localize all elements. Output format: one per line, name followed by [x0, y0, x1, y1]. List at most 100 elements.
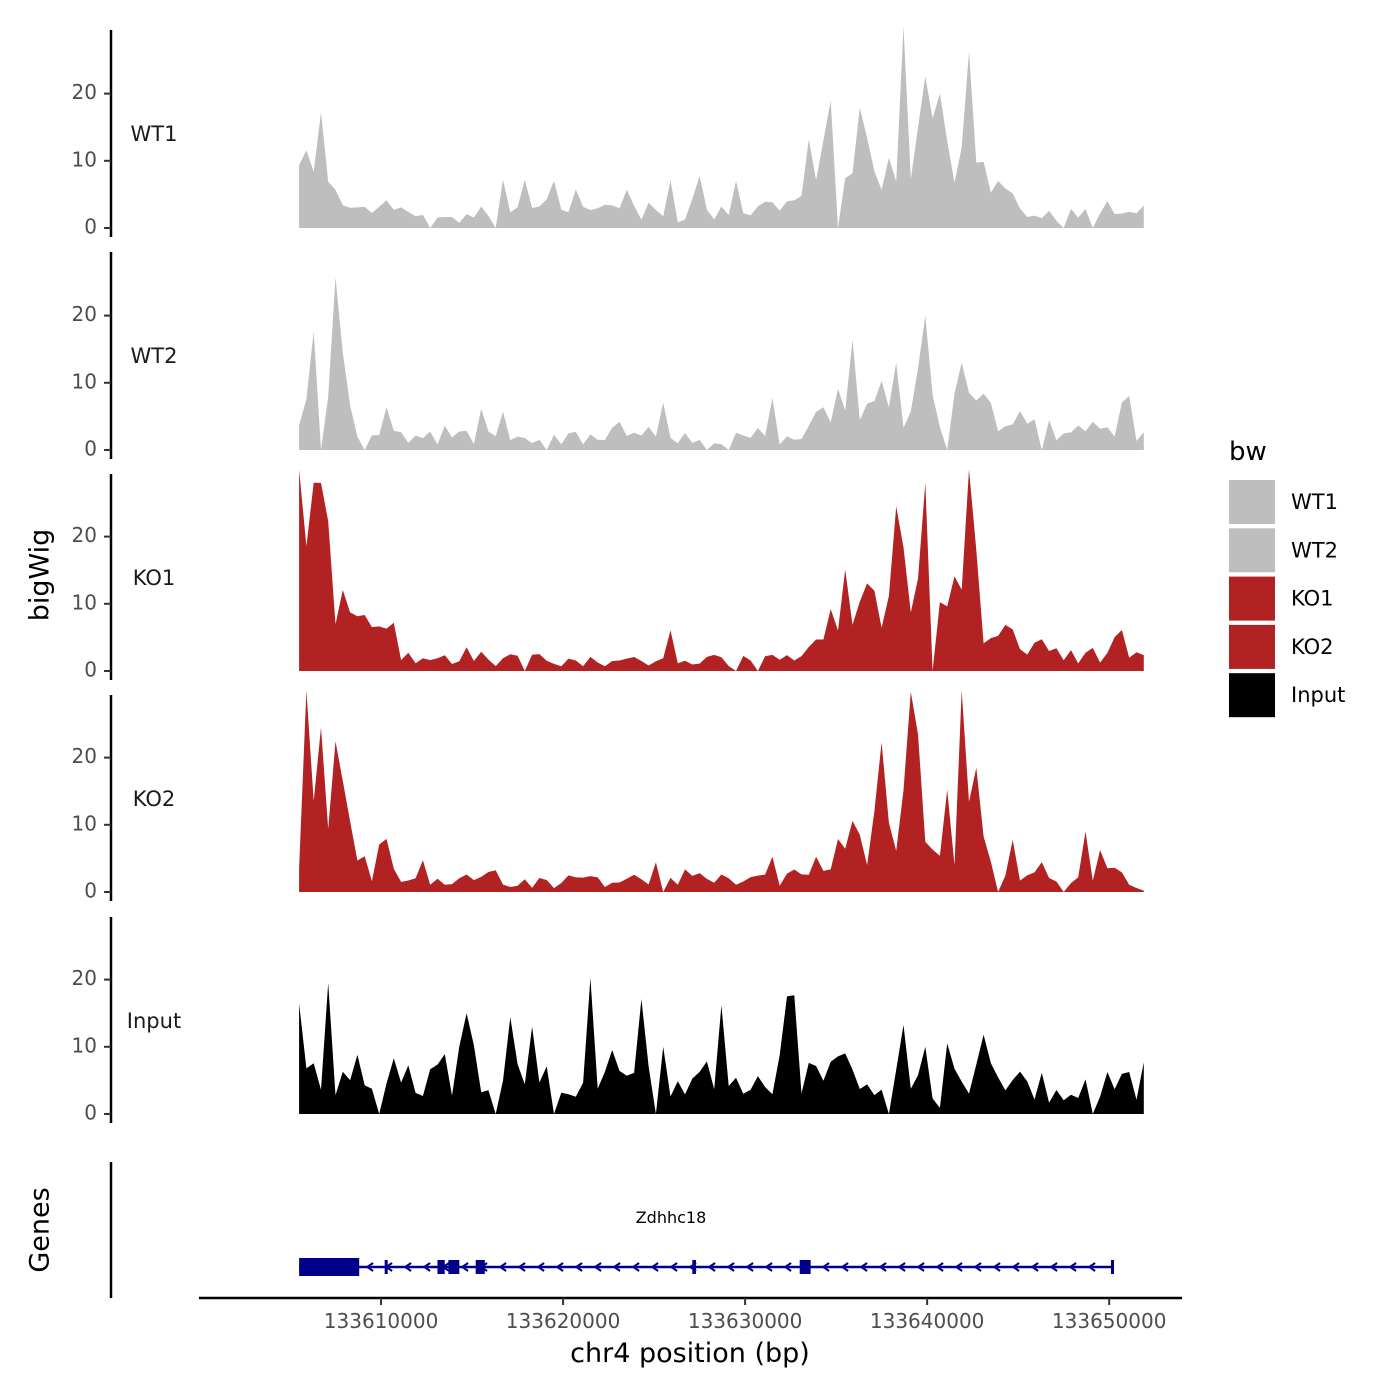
- legend-swatch-wt1: [1229, 480, 1275, 524]
- strand-arrow: [973, 1262, 982, 1272]
- y-tick-label: 20: [72, 966, 97, 990]
- strand-arrow: [821, 1262, 830, 1272]
- y-tick-label: 10: [72, 147, 97, 171]
- legend-swatch-wt2: [1229, 528, 1275, 573]
- y-tick-label: 0: [84, 658, 97, 682]
- x-axis-ticks: 133610000 133620000 133630000 133640000 1336…: [324, 1298, 1167, 1333]
- strand-arrow: [878, 1262, 887, 1272]
- track-wt1: 0 10 20 WT1: [72, 26, 1144, 239]
- y-tick-label: 20: [72, 302, 97, 326]
- track-ko2: 0 10 20 KO2: [72, 690, 1144, 903]
- y-tick-label: 10: [72, 811, 97, 835]
- legend-swatch-ko2: [1229, 624, 1275, 669]
- track-input: 0 10 20 Input: [72, 917, 1144, 1125]
- track-label-ko1: KO1: [133, 566, 176, 590]
- strand-arrow: [859, 1262, 868, 1272]
- strand-arrow: [1068, 1262, 1077, 1272]
- x-tick-label: 133630000: [688, 1309, 803, 1333]
- gene-exon: [1111, 1260, 1115, 1274]
- strand-arrow: [650, 1262, 659, 1272]
- coverage-area-ko2: [299, 690, 1144, 892]
- gene-exon: [799, 1260, 811, 1274]
- legend-label-ko2: KO2: [1291, 635, 1334, 659]
- track-ko1: 0 10 20 KO1: [72, 469, 1144, 682]
- y-tick-label: 10: [72, 369, 97, 393]
- legend-label-input: Input: [1291, 683, 1345, 707]
- y-tick-label: 20: [72, 80, 97, 104]
- strand-arrow: [897, 1262, 906, 1272]
- strand-arrow: [460, 1262, 469, 1272]
- y-tick-label: 0: [84, 437, 97, 461]
- x-axis-title: chr4 position (bp): [570, 1338, 810, 1369]
- strand-arrow: [764, 1262, 773, 1272]
- strand-arrow: [669, 1262, 678, 1272]
- gene-exon: [448, 1260, 460, 1274]
- track-label-ko2: KO2: [133, 787, 176, 811]
- strand-arrow: [745, 1262, 754, 1272]
- coverage-tracks: 0 10 20 WT1 0 10 20 WT2 0 10 20 KO1 0 10 20 KO2 0 10 20 Inp…: [72, 26, 1144, 1125]
- y-tick-label: 10: [72, 590, 97, 614]
- legend-label-wt2: WT2: [1291, 538, 1338, 562]
- strand-arrow: [1049, 1262, 1058, 1272]
- y-tick-label: 10: [72, 1033, 97, 1057]
- strand-arrow: [536, 1262, 545, 1272]
- x-tick-label: 133650000: [1052, 1309, 1167, 1333]
- strand-arrow: [992, 1262, 1001, 1272]
- x-tick-label: 133620000: [506, 1309, 621, 1333]
- strand-arrow: [840, 1262, 849, 1272]
- y-tick-label: 20: [72, 523, 97, 547]
- strand-arrow: [612, 1262, 621, 1272]
- y-tick-label: 0: [84, 879, 97, 903]
- gene-exon: [692, 1260, 696, 1274]
- strand-arrow: [555, 1262, 564, 1272]
- strand-arrow: [707, 1262, 716, 1272]
- gene-exon: [299, 1258, 360, 1276]
- strand-arrow: [726, 1262, 735, 1272]
- coverage-area-input: [299, 977, 1144, 1114]
- gene-model: [299, 1258, 1115, 1276]
- track-wt2: 0 10 20 WT2: [72, 252, 1144, 461]
- strand-arrow: [403, 1262, 412, 1272]
- strand-arrow: [498, 1262, 507, 1272]
- strand-arrow: [1087, 1262, 1096, 1272]
- strand-arrow: [422, 1262, 431, 1272]
- strand-arrow: [1011, 1262, 1020, 1272]
- genes-panel-label: Genes: [25, 1187, 56, 1272]
- track-label-wt2: WT2: [131, 344, 178, 368]
- strand-arrow: [954, 1262, 963, 1272]
- track-label-input: Input: [127, 1009, 181, 1033]
- strand-arrow: [365, 1262, 374, 1272]
- legend-title: bw: [1229, 437, 1267, 467]
- y-tick-label: 0: [84, 1101, 97, 1125]
- gene-name-label: Zdhhc18: [636, 1208, 707, 1227]
- gene-exon: [384, 1260, 388, 1274]
- strand-arrow: [593, 1262, 602, 1272]
- strand-arrow: [574, 1262, 583, 1272]
- strand-arrow: [916, 1262, 925, 1272]
- gene-exon: [475, 1260, 485, 1274]
- legend-label-wt1: WT1: [1291, 490, 1338, 514]
- legend-entries: WT1 WT2 KO1 KO2 Input: [1229, 480, 1345, 718]
- strand-arrow: [935, 1262, 944, 1272]
- legend: bw WT1 WT2 KO1 KO2 Input: [1229, 437, 1345, 718]
- y-axis-title: bigWig: [25, 529, 56, 622]
- coverage-area-ko1: [299, 469, 1144, 671]
- y-tick-label: 20: [72, 744, 97, 768]
- y-tick-label: 0: [84, 215, 97, 239]
- genes-panel: Genes Zdhhc18: [25, 1162, 1115, 1298]
- strand-arrow: [783, 1262, 792, 1272]
- coverage-area-wt2: [299, 277, 1144, 450]
- gene-exon: [437, 1260, 445, 1274]
- x-tick-label: 133610000: [324, 1309, 439, 1333]
- track-label-wt1: WT1: [131, 122, 178, 146]
- coverage-area-wt1: [299, 26, 1144, 229]
- strand-arrow: [631, 1262, 640, 1272]
- x-tick-label: 133640000: [870, 1309, 985, 1333]
- legend-swatch-input: [1229, 673, 1275, 718]
- legend-swatch-ko1: [1229, 576, 1275, 621]
- legend-label-ko1: KO1: [1291, 587, 1334, 611]
- x-axis: 133610000 133620000 133630000 133640000 1336…: [199, 1296, 1182, 1369]
- strand-arrow: [1030, 1262, 1039, 1272]
- strand-arrow: [517, 1262, 526, 1272]
